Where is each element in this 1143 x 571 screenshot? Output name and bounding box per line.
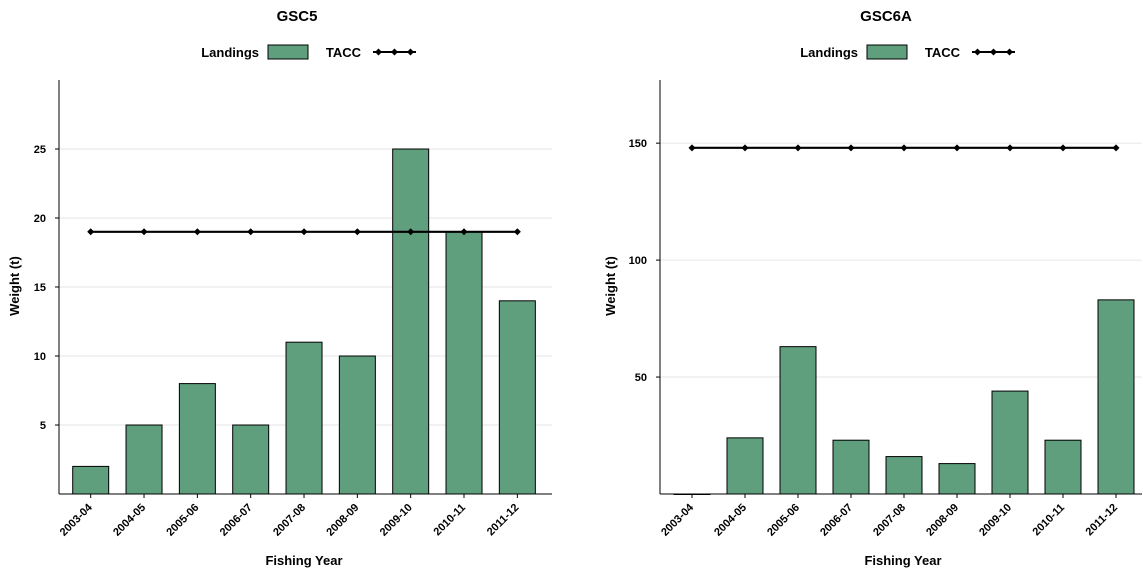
x-tick-label: 2007-08 <box>271 502 308 539</box>
legend-label-tacc: TACC <box>326 45 362 60</box>
chart-title: GSC5 <box>277 8 318 25</box>
tacc-point <box>460 228 468 236</box>
x-tick-label: 2006-07 <box>218 502 255 539</box>
legend-marker <box>990 48 997 56</box>
tacc-point <box>140 228 148 236</box>
x-tick-label: 2005-06 <box>164 502 201 539</box>
tacc-point <box>953 144 961 152</box>
x-axis-label: Fishing Year <box>864 553 941 568</box>
y-tick-label: 50 <box>635 372 647 384</box>
y-tick-label: 100 <box>629 255 647 267</box>
tacc-point <box>353 228 361 236</box>
bar-landings <box>779 346 817 495</box>
x-tick-label: 2011-12 <box>1084 502 1121 539</box>
bar-landings <box>178 383 216 495</box>
tacc-point <box>1006 144 1014 152</box>
legend-label-landings: Landings <box>201 45 259 60</box>
tacc-point <box>1112 144 1120 152</box>
bar-landings <box>72 465 110 495</box>
x-tick-label: 2007-08 <box>871 502 908 539</box>
x-tick-label: 2010-11 <box>432 502 469 539</box>
tacc-point <box>847 144 855 152</box>
legend-marker <box>1006 48 1013 56</box>
x-tick-label: 2008-09 <box>324 502 361 539</box>
bar-landings <box>726 437 764 495</box>
legend-marker <box>391 48 398 56</box>
y-tick-label: 15 <box>34 282 46 294</box>
legend-swatch-landings <box>866 44 908 60</box>
legend: Landings TACC <box>800 44 1015 60</box>
y-tick-label: 25 <box>34 144 46 156</box>
x-tick-label: 2009-10 <box>378 502 415 539</box>
plot-area: 5 10 15 20 25 2003-04 2004-05 2005-06 2006-07 200… <box>34 80 552 539</box>
bar-landings <box>1097 299 1135 495</box>
tacc-point <box>87 228 95 236</box>
tacc-point <box>300 228 308 236</box>
plot-area: 50 100 150 2003-04 2004-05 2005-06 2006-07 2007… <box>629 80 1142 539</box>
bar-landings <box>392 148 430 495</box>
tacc-point <box>407 228 415 236</box>
x-tick-label: 2003-04 <box>58 501 96 539</box>
chart-title: GSC6A <box>860 8 912 25</box>
bar-landings <box>232 424 270 495</box>
tacc-point <box>247 228 255 236</box>
x-tick-label: 2008-09 <box>924 502 961 539</box>
legend: Landings TACC <box>201 44 416 60</box>
legend-marker <box>974 48 981 56</box>
legend-label-tacc: TACC <box>925 45 961 60</box>
x-axis-label: Fishing Year <box>265 553 342 568</box>
tacc-point <box>741 144 749 152</box>
bar-landings <box>125 424 163 495</box>
y-axis-label: Weight (t) <box>603 256 618 316</box>
tacc-point <box>513 228 521 236</box>
bar-landings <box>445 231 483 495</box>
bar-landings <box>1044 439 1082 495</box>
chart-gsc5: GSC5 Landings TACC 5 10 15 20 25 2003-04 2004-… <box>7 8 552 568</box>
bar-landings <box>991 390 1029 495</box>
y-tick-label: 20 <box>34 213 46 225</box>
tacc-point <box>193 228 201 236</box>
tacc-point <box>688 144 696 152</box>
x-tick-label: 2003-04 <box>659 501 697 539</box>
y-axis-label: Weight (t) <box>7 256 22 316</box>
x-tick-label: 2004-05 <box>111 502 148 539</box>
x-tick-label: 2004-05 <box>712 502 749 539</box>
y-tick-label: 10 <box>34 351 46 363</box>
tacc-point <box>794 144 802 152</box>
y-tick-label: 5 <box>40 420 46 432</box>
tacc-point <box>900 144 908 152</box>
bar-landings <box>338 355 376 495</box>
legend-marker <box>375 48 382 56</box>
bar-landings <box>885 456 923 495</box>
legend-swatch-landings <box>267 44 309 60</box>
bar-landings <box>285 341 323 495</box>
bar-landings <box>498 300 536 495</box>
x-tick-label: 2005-06 <box>765 502 802 539</box>
x-tick-label: 2009-10 <box>977 502 1014 539</box>
bar-landings <box>938 463 976 495</box>
legend-label-landings: Landings <box>800 45 858 60</box>
y-tick-label: 150 <box>629 138 647 150</box>
x-tick-label: 2010-11 <box>1031 502 1068 539</box>
legend-marker <box>407 48 414 56</box>
chart-gsc6a: GSC6A Landings TACC 50 100 150 2003-04 2004-… <box>603 8 1142 568</box>
x-tick-label: 2006-07 <box>818 502 855 539</box>
bar-landings <box>832 439 870 495</box>
tacc-point <box>1059 144 1067 152</box>
x-tick-label: 2011-12 <box>485 502 522 539</box>
